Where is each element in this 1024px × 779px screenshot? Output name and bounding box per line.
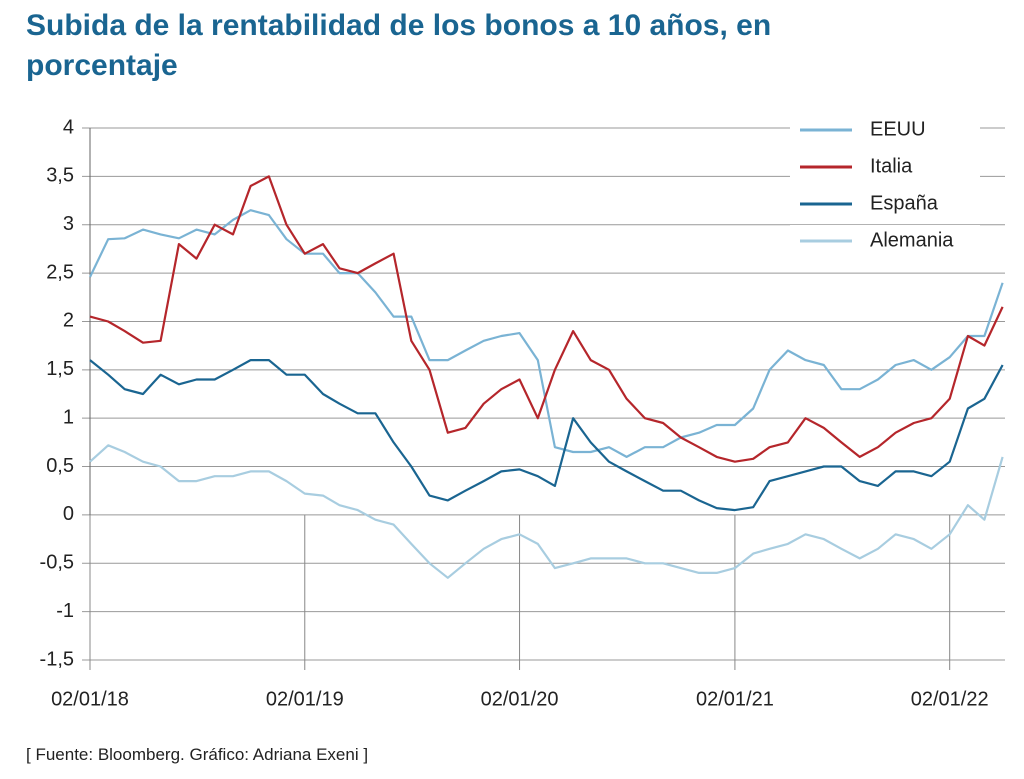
series-line	[89, 209, 1004, 458]
y-tick-label: -1,5	[40, 648, 74, 670]
legend-label: Alemania	[870, 229, 954, 251]
source: [ Fuente: Bloomberg. Gráfico: Adriana Ex…	[26, 745, 369, 764]
series-line	[89, 444, 1004, 579]
y-tick-label: 1	[63, 406, 74, 428]
series-line	[89, 359, 1004, 512]
y-tick-label: 3	[63, 213, 74, 235]
y-tick-label: -0,5	[40, 552, 74, 574]
x-tick-label: 02/01/18	[51, 688, 129, 710]
legend-label: España	[870, 192, 939, 214]
y-tick-label: 0	[63, 503, 74, 525]
y-tick-label: -1	[56, 600, 74, 622]
x-tick-label: 02/01/20	[481, 688, 559, 710]
y-tick-label: 0,5	[46, 455, 74, 477]
y-tick-label: 3,5	[46, 165, 74, 187]
y-tick-label: 4	[63, 116, 74, 138]
y-tick-label: 2	[63, 310, 74, 332]
legend-label: EEUU	[870, 118, 926, 140]
series-line	[89, 175, 1004, 463]
x-tick-label: 02/01/19	[266, 688, 344, 710]
x-tick-label: 02/01/22	[911, 688, 989, 710]
chart-title: Subida de la rentabilidad de los bonos a…	[26, 9, 772, 82]
y-tick-label: 1,5	[46, 358, 74, 380]
y-tick-label: 2,5	[46, 261, 74, 283]
legend-label: Italia	[870, 155, 913, 177]
x-tick-label: 02/01/21	[696, 688, 774, 710]
